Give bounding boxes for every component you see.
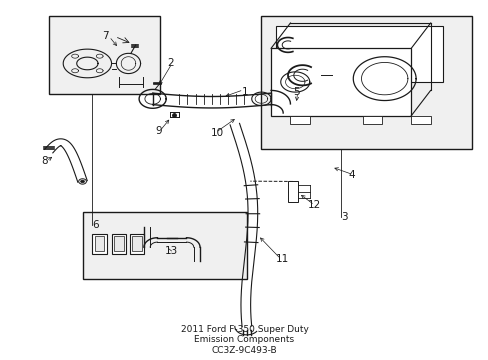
Bar [270,48,410,116]
Text: 1: 1 [242,87,248,97]
Bar [290,23,430,25]
Bar [275,26,442,82]
Bar [95,237,104,251]
Text: 9: 9 [155,126,162,136]
Bar [111,234,126,254]
Bar [130,234,144,254]
Bar [49,16,160,94]
Text: 8: 8 [41,156,48,166]
Text: 2011 Ford F-350 Super Duty
Emission Components
CC3Z-9C493-B: 2011 Ford F-350 Super Duty Emission Comp… [180,325,308,355]
Bar [290,116,309,124]
Bar [287,181,297,202]
Bar [132,237,142,251]
Text: 12: 12 [307,200,320,210]
Circle shape [81,180,84,183]
Text: 7: 7 [102,31,108,41]
Bar [362,116,382,124]
Text: 3: 3 [341,212,347,222]
Bar [410,116,430,124]
Text: 2: 2 [167,58,173,68]
Text: 11: 11 [275,254,288,264]
Text: 10: 10 [210,127,224,138]
Bar [82,212,246,279]
Text: 13: 13 [164,246,178,256]
Text: 5: 5 [292,87,299,97]
Bar [114,237,123,251]
Text: 6: 6 [92,220,99,230]
Bar [92,234,106,254]
Text: 4: 4 [348,170,354,180]
Bar [261,16,471,149]
